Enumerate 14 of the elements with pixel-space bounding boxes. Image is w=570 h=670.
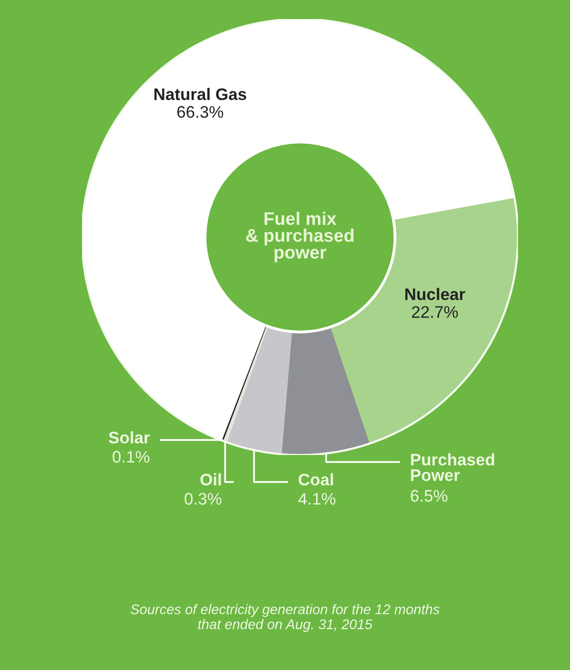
slice-label: Solar: [108, 431, 150, 444]
slice-label: Nuclear: [405, 288, 466, 300]
data-label: 0.3%: [184, 492, 222, 505]
data-label: 22.7%: [412, 306, 458, 318]
text: Fuel mix & purchased power: [246, 212, 354, 262]
source-note: Sources of electricity generation for the 12 months that ended on Aug. 31, 2015: [130, 604, 440, 632]
slice-label: Purchased Power: [411, 453, 494, 482]
slice-label: Oil: [200, 473, 221, 486]
data-label: 0.1%: [112, 450, 150, 463]
data-label: 6.5%: [410, 490, 448, 502]
data-label: 4.1%: [298, 492, 336, 505]
data-label: 66.3%: [177, 106, 224, 118]
slice-label: Coal: [298, 473, 333, 486]
slice-label: Natural Gas: [154, 88, 246, 100]
